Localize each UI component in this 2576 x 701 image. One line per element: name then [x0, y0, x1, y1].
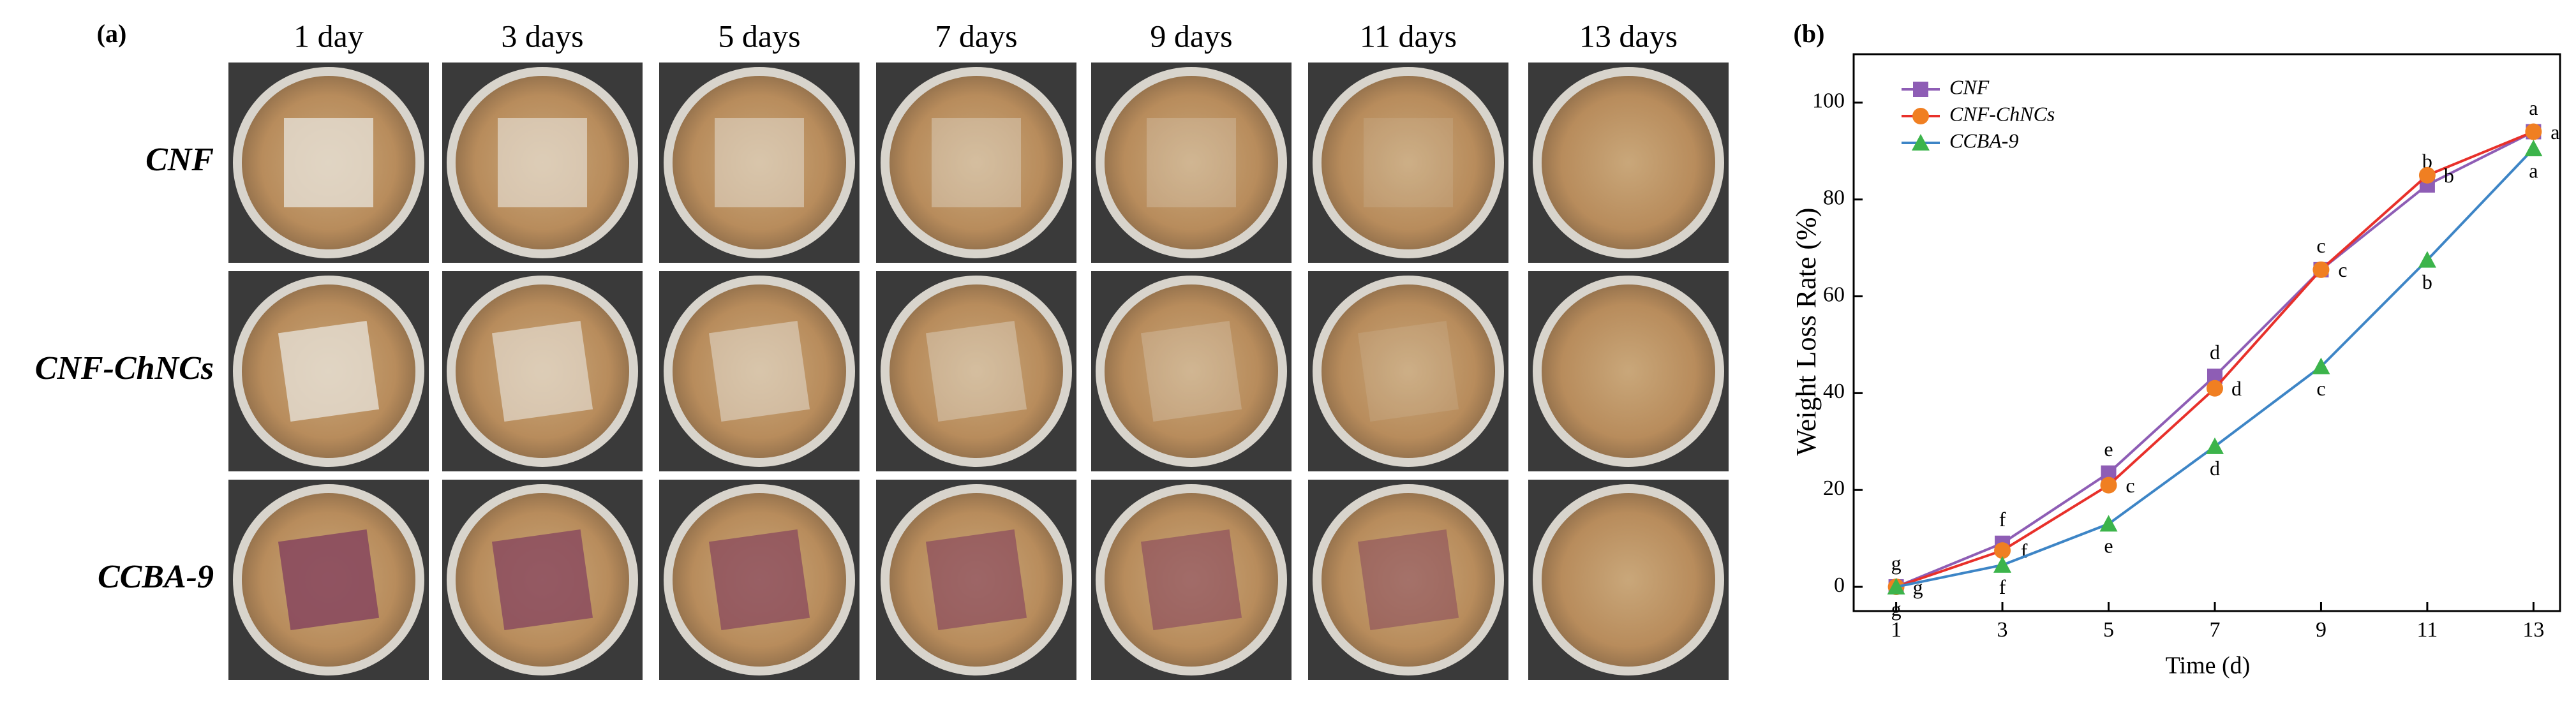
film [284, 118, 373, 207]
significance-letter: c [2338, 258, 2347, 281]
film [708, 529, 810, 631]
series-line [1896, 147, 2535, 589]
film [1364, 118, 1453, 207]
film [1357, 320, 1459, 422]
marker [2312, 261, 2330, 278]
x-tick-label: 3 [1997, 618, 2008, 642]
column-header: 1 day [294, 18, 364, 54]
marker [2205, 437, 2224, 454]
x-tick-label: 11 [2417, 618, 2438, 642]
film [278, 529, 380, 631]
significance-letter: a [2529, 96, 2538, 119]
legend-label: CNF-ChNCs [1949, 102, 2055, 125]
film [491, 529, 593, 631]
x-tick-label: 1 [1891, 618, 1902, 642]
y-tick-label: 60 [1823, 283, 1845, 306]
x-tick-label: 5 [2103, 618, 2114, 642]
significance-letter: e [2104, 438, 2113, 461]
x-tick-label: 7 [2209, 618, 2220, 642]
significance-letter: d [2210, 457, 2220, 480]
soil [1105, 76, 1278, 249]
film [1140, 529, 1242, 631]
legend-label: CNF [1949, 75, 1990, 98]
significance-letter: f [2021, 539, 2028, 562]
soil [1105, 284, 1278, 458]
marker [2099, 515, 2118, 532]
y-tick-label: 20 [1823, 476, 1845, 500]
x-axis-label: Time (d) [2166, 653, 2251, 679]
significance-letter: a [2550, 121, 2559, 144]
y-tick-label: 40 [1823, 380, 1845, 403]
significance-letter: d [2231, 377, 2242, 400]
legend-label: CCBA-9 [1949, 129, 2018, 152]
row-label: CNF [145, 142, 214, 178]
y-tick-label: 0 [1834, 573, 1845, 597]
film [278, 320, 380, 422]
marker [2206, 380, 2223, 397]
significance-letter: b [2422, 149, 2432, 172]
panel-label: (a) [97, 19, 127, 48]
row-label: CNF-ChNCs [35, 350, 214, 387]
film [498, 118, 587, 207]
panel-label: (b) [1794, 19, 1825, 48]
column-header: 9 days [1150, 18, 1232, 54]
plot-frame [1852, 53, 2561, 612]
significance-letter: f [1999, 508, 2006, 531]
film [708, 320, 810, 422]
marker [1993, 556, 2012, 573]
marker [1887, 578, 1905, 595]
film [925, 320, 1027, 422]
marker [2525, 123, 2542, 140]
film [1147, 118, 1236, 207]
legend-marker [1912, 134, 1930, 151]
film [1357, 529, 1459, 631]
marker [2312, 357, 2330, 374]
significance-letter: b [2422, 270, 2432, 293]
column-header: 7 days [935, 18, 1017, 54]
marker [2100, 476, 2117, 494]
row-label: CCBA-9 [98, 559, 214, 595]
film [715, 118, 804, 207]
marker [2524, 140, 2543, 157]
column-header: 3 days [501, 18, 583, 54]
y-axis-label: Weight Loss Rate (%) [1791, 208, 1822, 456]
soil [1542, 493, 1715, 667]
marker [2418, 251, 2436, 268]
film [925, 529, 1027, 631]
significance-letter: g [1891, 551, 1902, 574]
legend-marker [1913, 82, 1928, 97]
x-tick-label: 9 [2316, 618, 2327, 642]
soil [890, 284, 1063, 458]
significance-letter: f [1999, 575, 2006, 598]
significance-letter: c [2316, 377, 2325, 400]
significance-letter: g [1913, 575, 1923, 598]
significance-letter: b [2444, 164, 2454, 187]
column-header: 13 days [1579, 18, 1678, 54]
marker [2418, 166, 2436, 184]
soil [1542, 76, 1715, 249]
soil [1542, 284, 1715, 458]
significance-letter: d [2210, 341, 2220, 364]
marker [1994, 542, 2011, 559]
soil [890, 76, 1063, 249]
significance-letter: c [2316, 234, 2325, 257]
film [1140, 320, 1242, 422]
y-tick-label: 100 [1812, 89, 1845, 113]
significance-letter: c [2126, 474, 2134, 497]
soil [1322, 284, 1495, 458]
film [491, 320, 593, 422]
column-header: 11 days [1360, 18, 1457, 54]
soil [1322, 76, 1495, 249]
column-header: 5 days [718, 18, 800, 54]
significance-letter: e [2104, 535, 2113, 557]
significance-letter: a [2529, 159, 2538, 182]
legend-marker [1912, 108, 1929, 124]
film [932, 118, 1021, 207]
x-tick-label: 13 [2522, 618, 2544, 642]
significance-letter: g [1891, 597, 1902, 620]
y-tick-label: 80 [1823, 186, 1845, 210]
